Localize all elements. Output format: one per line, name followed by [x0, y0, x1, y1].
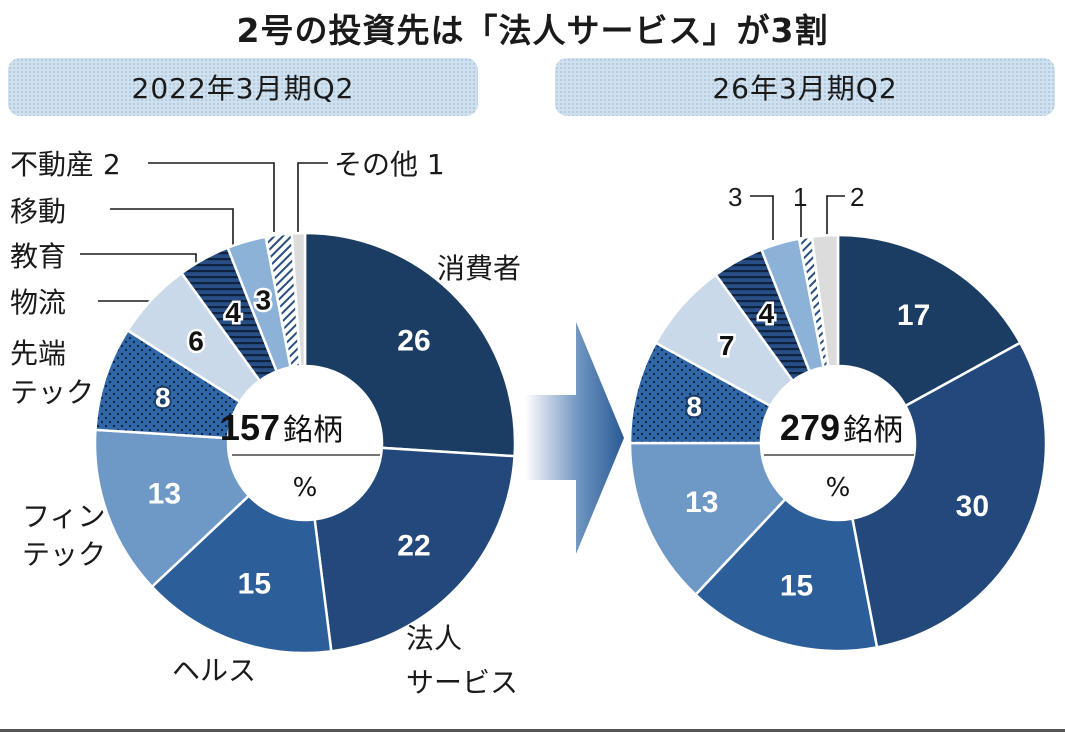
period-label-left: 2022年3月期Q2 [8, 58, 478, 116]
center-right: 279 銘柄 % [764, 407, 914, 503]
value-label-left-corporate: 22 [397, 529, 430, 562]
label-corporate-2: サービス [406, 666, 518, 699]
value-label-left-consumer: 26 [397, 325, 430, 358]
slice-right-health [693, 497, 879, 653]
slice-right-others [810, 233, 840, 369]
value-label-right-consumer: 17 [897, 299, 930, 332]
value-label-right-health: 15 [780, 570, 813, 603]
bottom-rule [0, 729, 1065, 732]
value-label-left-mobility: 3 [256, 284, 272, 315]
value-label-right-fintech: 13 [685, 486, 718, 519]
label-health: ヘルス [172, 654, 256, 687]
pie-left: 26 22 15 13 864 3 [93, 231, 517, 655]
right-label-realestate: 1 [793, 182, 807, 212]
label-deeptech-1: 先端 [10, 337, 66, 370]
slice-left-others [290, 231, 307, 368]
slice-left-fintech [93, 428, 251, 589]
center-sub-right: % [826, 473, 851, 503]
label-realestate: 不動産 2 [10, 148, 121, 181]
label-corporate-1: 法人 [406, 622, 462, 655]
slice-left-health [150, 493, 333, 655]
value-label-left-logistics: 6 [188, 326, 204, 357]
chart-title: 2号の投資先は「法人サービス」が3割 [236, 11, 829, 50]
slice-left-corporate [313, 446, 516, 653]
value-label-right-deeptech: 8 [686, 391, 702, 422]
label-consumer: 消費者 [437, 252, 521, 285]
label-mobility: 移動 [10, 195, 66, 228]
right-leader-lines [750, 195, 845, 240]
value-label-right-education: 4 [759, 298, 775, 329]
label-deeptech-2: テック [10, 376, 94, 409]
right-label-others: 2 [850, 182, 864, 212]
label-others: その他 1 [334, 148, 445, 181]
right-small-labels: 3 1 2 [728, 182, 864, 212]
period-label-right: 26年3月期Q2 [555, 58, 1055, 116]
center-unit-right: 銘柄 [843, 413, 903, 448]
center-count-right: 279 [780, 407, 840, 448]
center-sub-left: % [293, 473, 318, 503]
center-count-left: 157 [220, 407, 280, 448]
center-left: 157 銘柄 % [220, 407, 380, 503]
right-label-mobility: 3 [728, 182, 742, 212]
center-unit-left: 銘柄 [283, 413, 343, 448]
transition-arrow [525, 322, 624, 554]
value-label-left-health: 15 [238, 568, 271, 601]
label-fintech-1: フィン [22, 500, 105, 533]
slice-left-consumer [303, 231, 517, 458]
label-education: 教育 [10, 240, 66, 273]
value-label-left-education: 4 [225, 297, 241, 328]
label-fintech-2: テック [22, 538, 106, 571]
slice-right-corporate [850, 341, 1048, 649]
value-label-right-logistics: 7 [719, 330, 735, 361]
value-label-left-deeptech: 8 [155, 382, 171, 413]
slice-right-consumer [836, 233, 1022, 408]
label-logistics: 物流 [10, 286, 66, 319]
value-label-left-fintech: 13 [148, 478, 181, 511]
left-category-labels: 消費者 法人 サービス ヘルス フィン テック 先端 テック 物流 教育 移動 … [10, 148, 521, 699]
pie-right: 17 30 15 13 874 [628, 233, 1048, 653]
value-label-right-corporate: 30 [956, 490, 989, 523]
slice-right-fintech [628, 441, 788, 597]
